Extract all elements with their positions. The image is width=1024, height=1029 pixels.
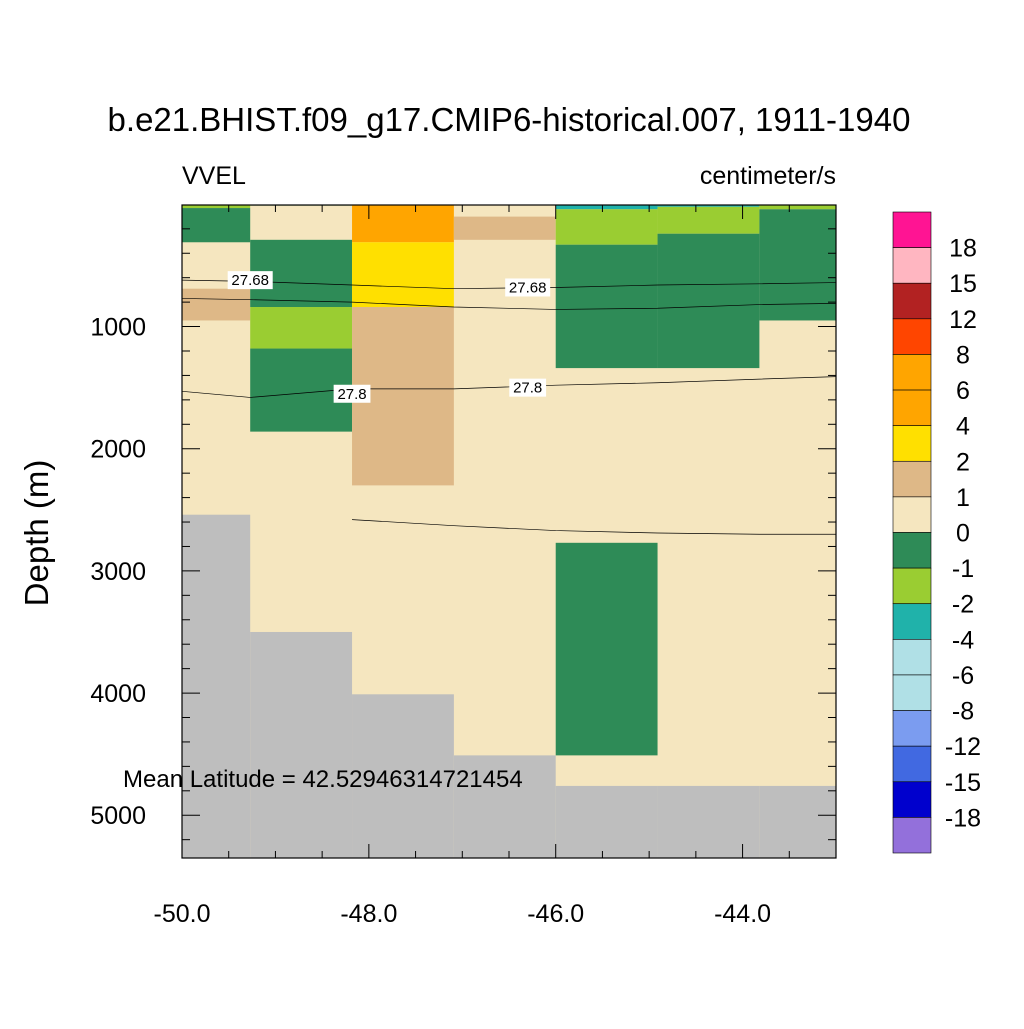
colorbar-swatch: [892, 496, 932, 533]
y-tick-label: 3000: [90, 558, 146, 586]
land-mask: [352, 694, 454, 858]
contour-label: 27.8: [513, 380, 542, 397]
colorbar-swatch: [892, 211, 932, 248]
axes: -50.0 -48.0 -46.0 -44.0 1000 2000 3000 4000 5000: [90, 204, 837, 928]
chart-title: b.e21.BHIST.f09_g17.CMIP6-historical.007…: [108, 101, 911, 138]
land-mask: [182, 514, 251, 858]
colorbar-swatch: [892, 817, 932, 854]
colorbar-label: -15: [945, 769, 981, 797]
land-mask: [453, 755, 556, 858]
velocity-cell: [657, 233, 760, 369]
contour-label-box: [509, 378, 547, 397]
colorbar-swatch: [892, 674, 932, 711]
colorbar-swatch: [892, 710, 932, 747]
colorbar-label: 2: [956, 448, 970, 476]
colorbar-swatch: [892, 460, 932, 498]
units-label: centimeter/s: [700, 162, 836, 190]
x-tick-label: -50.0: [154, 900, 211, 928]
x-tick-label: -44.0: [714, 900, 771, 928]
land-mask: [759, 785, 836, 858]
velocity-cell: [453, 216, 556, 240]
colorbar-swatch: [892, 781, 932, 818]
y-axis-label: Depth (m): [18, 460, 55, 607]
plot-area: 27.68 27.68 27.8 27.8: [181, 205, 837, 858]
colorbar-swatch: [892, 567, 932, 605]
colorbar-label: 18: [949, 235, 977, 263]
colorbar-label: -8: [952, 698, 974, 726]
colorbar-label: 1: [956, 484, 970, 512]
velocity-cell: [555, 542, 658, 756]
velocity-cell: [555, 205, 658, 210]
colorbar-swatch: [892, 425, 932, 462]
x-tick-label: -46.0: [527, 900, 584, 928]
land-mask: [555, 785, 658, 858]
contour-label-box: [333, 384, 371, 403]
velocity-cell: [759, 205, 836, 210]
density-contour-line: [181, 298, 837, 310]
y-tick-label: 4000: [90, 680, 146, 708]
contour-label: 27.8: [337, 386, 366, 403]
velocity-cell: [352, 242, 454, 308]
colorbar-label: 8: [956, 341, 970, 369]
velocity-cell: [182, 288, 251, 321]
velocity-cell: [555, 244, 658, 369]
y-tick-label: 1000: [90, 314, 146, 342]
colorbar-label: -1: [952, 555, 974, 583]
velocity-cell: [657, 206, 760, 234]
land-mask: [250, 631, 353, 858]
variable-label: VVEL: [182, 162, 246, 190]
land-mask: [657, 785, 760, 858]
colorbar-label: -12: [945, 733, 981, 761]
colorbar-label: 15: [949, 270, 977, 298]
contour-label: 27.68: [509, 279, 547, 296]
colorbar-label: -18: [945, 804, 981, 832]
colorbar-label: 0: [956, 520, 970, 548]
density-contour-line: [181, 376, 837, 398]
colorbar-swatch: [892, 354, 932, 391]
velocity-cell: [555, 209, 658, 245]
colorbar-swatch: [892, 318, 932, 355]
velocity-cell: [657, 205, 760, 207]
y-tick-label: 2000: [90, 436, 146, 464]
velocity-cell: [182, 208, 251, 243]
colorbar-swatch: [892, 639, 932, 676]
colorbar-swatch: [892, 745, 932, 783]
mean-latitude-annotation: Mean Latitude = 42.52946314721454: [123, 766, 523, 793]
colorbar-swatch: [892, 532, 932, 569]
x-tick-label: -48.0: [340, 900, 397, 928]
colorbar-label: 6: [956, 377, 970, 405]
velocity-cell: [759, 209, 836, 321]
colorbar: 18 15 12 8 6 4 2 1 0 -1 -2 -4 -6 -8 -12 -15 -18: [892, 211, 981, 854]
colorbar-label: -2: [952, 591, 974, 619]
colorbar-label: 12: [949, 306, 977, 334]
colorbar-label: -6: [952, 662, 974, 690]
y-tick-label: 5000: [90, 802, 146, 830]
contour-label: 27.68: [231, 272, 269, 289]
velocity-cell: [352, 205, 454, 243]
colorbar-label: -4: [952, 626, 974, 654]
colorbar-label: 4: [956, 413, 970, 441]
density-contour-line: [352, 519, 836, 535]
colorbar-swatch: [892, 247, 932, 284]
velocity-cell: [182, 205, 251, 209]
contour-label-box: [227, 271, 273, 290]
velocity-cell: [250, 307, 353, 349]
colorbar-swatch: [892, 389, 932, 426]
colorbar-swatch: [892, 282, 932, 320]
contour-label-box: [505, 278, 551, 297]
colorbar-swatch: [892, 603, 932, 640]
